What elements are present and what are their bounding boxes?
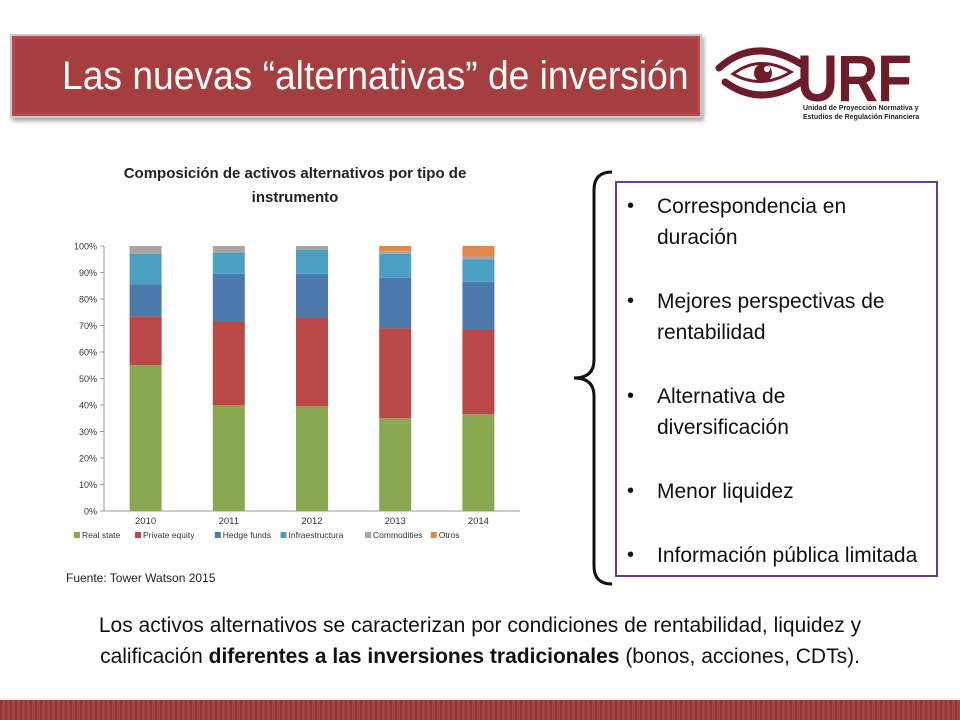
list-item-line: Menor liquidez: [657, 480, 794, 503]
bar-segment-real-state: [462, 414, 495, 511]
list-item-line: Alternativa de: [657, 385, 786, 408]
x-tick-label: 2010: [135, 516, 156, 527]
bar-segment-infraestructura: [296, 249, 328, 274]
y-tick-label: 0%: [84, 507, 97, 517]
legend-label: Infraestructura: [289, 530, 344, 540]
list-item: Correspondencia en duración: [617, 191, 936, 253]
bar-segment-infraestructura: [129, 253, 162, 285]
bar-segment-real-state: [129, 365, 162, 511]
legend-swatch: [214, 532, 221, 538]
list-item: Alternativa de diversificación: [617, 381, 936, 443]
logo-subtitle-line1: Unidad de Proyección Normativa y: [803, 105, 919, 112]
slide-title: Las nuevas “alternativas” de inversión: [62, 54, 689, 98]
bar-segment-private-equity: [296, 317, 328, 407]
legend-label: Real state: [82, 530, 121, 540]
summary-line2: calificación diferentes a las inversione…: [40, 641, 920, 672]
logo-subtitle-line2: Estudios de Regulación Financiera: [803, 114, 920, 121]
x-tick-label: 2012: [301, 516, 322, 527]
y-tick-label: 100%: [74, 242, 97, 252]
characteristics-box: Correspondencia en duración Mejores pers…: [615, 181, 938, 577]
bar-segment-commodities: [296, 246, 328, 250]
list-item-line: Mejores perspectivas de: [657, 290, 885, 313]
chart-title-line1: Composición de activos alternativos por …: [123, 165, 467, 182]
y-tick-label: 10%: [79, 480, 97, 490]
list-item-line: Información pública limitada: [657, 544, 918, 567]
list-item: Mejores perspectivas de rentabilidad: [617, 286, 936, 348]
bar-segment-commodities: [212, 246, 245, 253]
bar-segment-commodities: [129, 246, 162, 254]
chart-title-line2: instrumento: [251, 189, 339, 206]
bar-segment-real-state: [296, 406, 328, 511]
legend-swatch: [430, 532, 437, 538]
eye-emblem-icon: [715, 47, 805, 99]
bar-segment-hedge-funds: [296, 273, 328, 318]
bar-segment-private-equity: [462, 329, 495, 415]
legend-swatch: [280, 532, 287, 538]
chart-title: Composición de activos alternativos por …: [60, 162, 530, 210]
y-tick-label: 30%: [79, 427, 97, 437]
bar-segment-hedge-funds: [212, 273, 245, 322]
bar-segment-private-equity: [129, 316, 162, 366]
chart-source: Fuente: Tower Watson 2015: [66, 571, 216, 585]
legend-swatch: [135, 532, 141, 538]
logo-wordmark: URF: [797, 41, 912, 115]
legend-swatch: [365, 532, 371, 538]
legend-label: Otros: [439, 530, 460, 540]
list-item: Menor liquidez: [617, 476, 936, 507]
bar-segment-otros: [379, 246, 412, 252]
bar-segment-hedge-funds: [129, 284, 162, 317]
summary-emphasis: diferentes a las inversiones tradicional…: [208, 645, 620, 668]
legend-label: Commodities: [373, 530, 423, 540]
bar-segment-otros: [462, 246, 495, 257]
bar-segment-real-state: [379, 418, 412, 511]
logo-subtitle: Unidad de Proyección Normativa y Estudio…: [803, 104, 933, 122]
summary-line2-end: (bonos, acciones, CDTs).: [619, 645, 860, 668]
x-tick-label: 2013: [385, 516, 406, 527]
y-tick-label: 50%: [79, 374, 97, 384]
legend-label: Hedge funds: [223, 530, 271, 540]
summary-paragraph: Los activos alternativos se caracterizan…: [40, 610, 920, 672]
bar-segment-infraestructura: [379, 253, 412, 278]
bar-segment-hedge-funds: [379, 277, 412, 329]
legend-label: Private equity: [143, 530, 195, 540]
brace-icon: [573, 170, 613, 586]
urf-logo: URF Unidad de Proyección Normativa y Est…: [715, 34, 925, 124]
bar-segment-infraestructura: [212, 252, 245, 274]
summary-line2-start: calificación: [100, 645, 209, 668]
bar-segment-infraestructura: [462, 259, 495, 282]
list-item-line: diversificación: [657, 416, 789, 439]
y-tick-label: 80%: [79, 295, 97, 305]
y-tick-label: 60%: [79, 348, 97, 358]
footer-bar: [0, 700, 960, 720]
list-item-line: duración: [657, 226, 738, 249]
stacked-bar-chart: 0% 10% 20% 30% 40% 50% 60% 70% 80% 90% 100% 2010 201…: [74, 242, 520, 540]
y-tick-label: 20%: [79, 454, 97, 464]
characteristics-list: Correspondencia en duración Mejores pers…: [617, 191, 936, 571]
bar-segment-private-equity: [379, 328, 412, 419]
x-tick-label: 2014: [468, 516, 489, 527]
list-item: Información pública limitada: [617, 540, 936, 571]
y-tick-label: 40%: [79, 401, 97, 411]
x-tick-label: 2011: [219, 516, 239, 527]
summary-line1: Los activos alternativos se caracterizan…: [98, 614, 862, 637]
legend-swatch: [74, 532, 80, 538]
bar-segment-commodities: [462, 256, 495, 260]
y-tick-label: 70%: [79, 321, 97, 331]
bar-segment-hedge-funds: [462, 281, 495, 330]
list-item-line: rentabilidad: [657, 321, 766, 344]
bar-segment-real-state: [212, 405, 245, 511]
title-banner: Las nuevas “alternativas” de inversión: [10, 34, 702, 118]
y-tick-label: 90%: [79, 268, 97, 278]
bar-segment-commodities: [379, 251, 412, 254]
bar-segment-private-equity: [212, 321, 245, 405]
list-item-line: Correspondencia en: [657, 195, 847, 218]
